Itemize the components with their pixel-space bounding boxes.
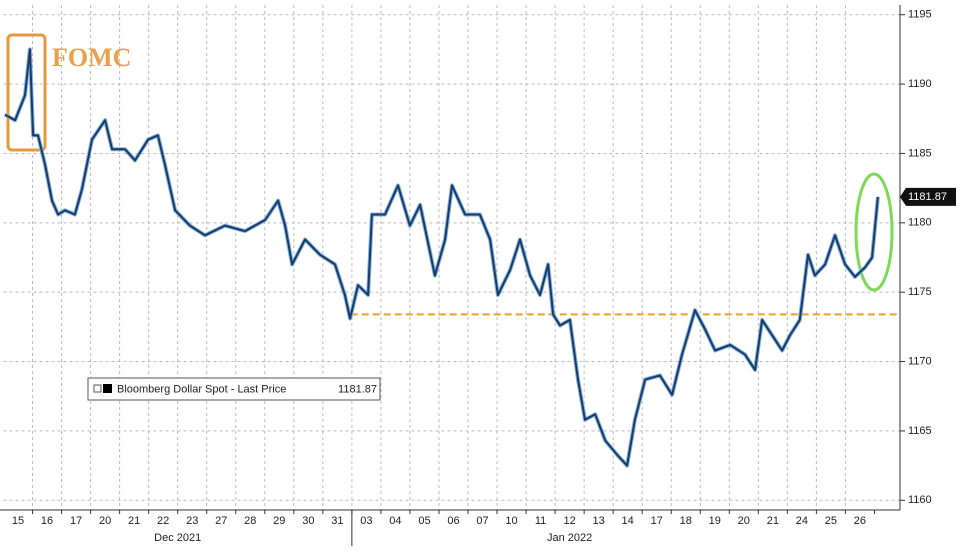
x-tick-label: 17: [70, 515, 82, 527]
x-tick-label: 21: [128, 515, 140, 527]
legend-label: Bloomberg Dollar Spot - Last Price: [117, 383, 286, 395]
x-tick-label: 28: [244, 515, 256, 527]
y-tick-label: 1195: [908, 9, 932, 21]
x-tick-label: 22: [157, 515, 169, 527]
x-tick-label: 19: [709, 515, 721, 527]
x-tick-label: 17: [651, 515, 663, 527]
month-label: Dec 2021: [154, 532, 201, 544]
y-tick-label: 1175: [908, 286, 932, 298]
x-tick-label: 05: [418, 515, 430, 527]
x-tick-label: 10: [505, 515, 517, 527]
x-tick-label: 21: [767, 515, 779, 527]
last-price-label: 1181.87: [908, 191, 947, 203]
x-tick-label: 29: [273, 515, 285, 527]
x-tick-label: 26: [854, 515, 866, 527]
x-tick-label: 23: [186, 515, 198, 527]
x-tick-label: 14: [622, 515, 634, 527]
y-tick-label: 1190: [908, 78, 932, 90]
legend-icon: [93, 384, 102, 393]
y-tick-label: 1180: [908, 217, 932, 229]
x-tick-label: 25: [825, 515, 837, 527]
x-tick-label: 13: [593, 515, 605, 527]
highlight-ellipse: [854, 172, 894, 292]
last-price-tag: [900, 187, 956, 206]
fomc-box: [6, 33, 47, 152]
x-tick-label: 20: [99, 515, 111, 527]
y-tick-label: 1160: [908, 494, 932, 506]
x-tick-label: 20: [738, 515, 750, 527]
x-tick-label: 27: [215, 515, 227, 527]
x-tick-label: 07: [476, 515, 488, 527]
x-tick-label: 24: [796, 515, 808, 527]
x-tick-label: 31: [331, 515, 343, 527]
x-tick-label: 12: [563, 515, 575, 527]
y-tick-label: 1170: [908, 355, 932, 367]
x-tick-label: 16: [41, 515, 53, 527]
x-tick-label: 30: [302, 515, 314, 527]
legend-value: 1181.87: [338, 383, 377, 395]
x-tick-label: 11: [535, 515, 546, 527]
y-tick-label: 1165: [908, 425, 932, 437]
legend: Bloomberg Dollar Spot - Last Price 1181.…: [87, 377, 381, 401]
legend-swatch: [103, 384, 112, 393]
x-tick-label: 06: [447, 515, 459, 527]
x-tick-label: 04: [389, 515, 401, 527]
fomc-annotation: FOMC: [52, 43, 131, 72]
x-tick-label: 15: [12, 515, 24, 527]
legend-box: [87, 377, 381, 401]
y-tick-label: 1185: [908, 147, 932, 159]
x-tick-label: 03: [360, 515, 372, 527]
x-tick-label: 18: [680, 515, 692, 527]
month-label: Jan 2022: [547, 532, 592, 544]
series-line: [4, 48, 879, 467]
